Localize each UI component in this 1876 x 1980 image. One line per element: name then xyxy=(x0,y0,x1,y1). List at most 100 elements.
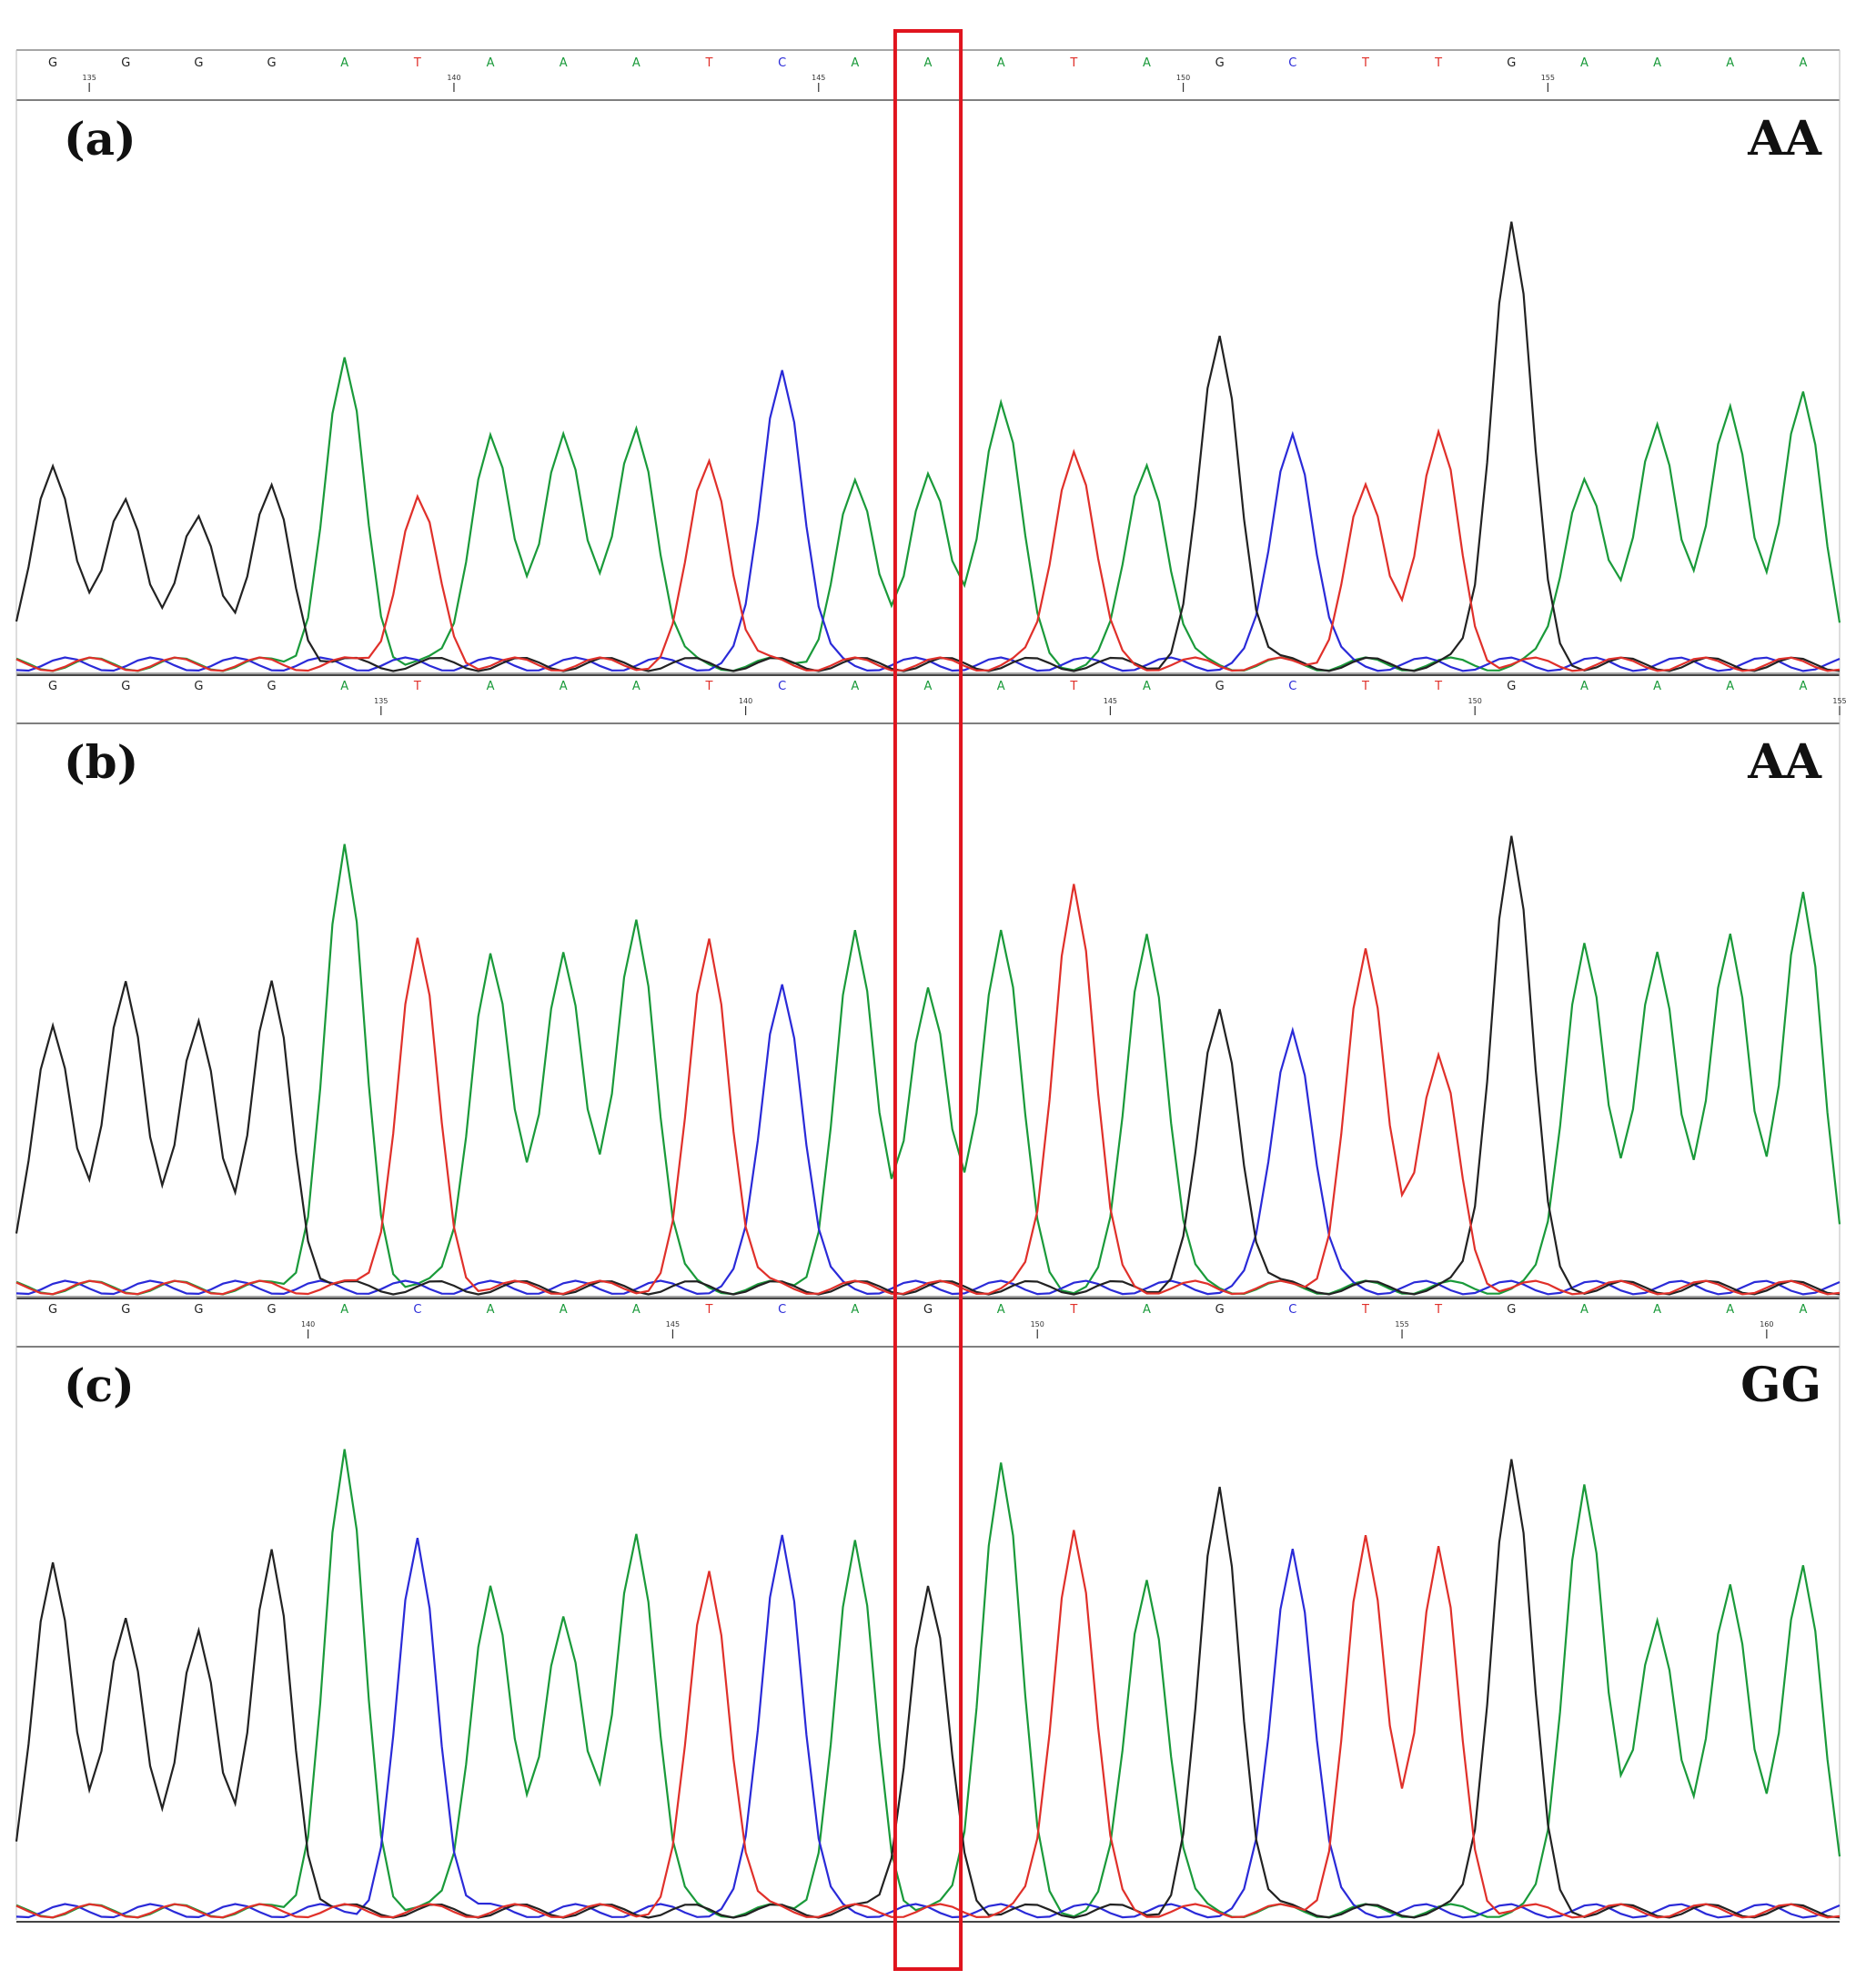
base-call: A xyxy=(1580,56,1589,70)
base-call: G xyxy=(194,680,203,693)
position-label: 150 xyxy=(1468,697,1482,705)
base-call: G xyxy=(48,56,57,70)
base-call: A xyxy=(1726,56,1734,70)
base-call: A xyxy=(1726,1303,1734,1317)
position-label: 155 xyxy=(1395,1320,1408,1328)
base-call: A xyxy=(1580,680,1589,693)
base-call: G xyxy=(48,1303,57,1317)
position-label: 155 xyxy=(1541,74,1555,82)
position-label: 150 xyxy=(1176,74,1190,82)
base-call: T xyxy=(705,680,713,693)
base-call: G xyxy=(121,680,130,693)
base-call: G xyxy=(1215,680,1225,693)
panel-label: (c) xyxy=(64,1359,135,1412)
base-call: T xyxy=(1361,1303,1369,1317)
base-call: A xyxy=(632,680,640,693)
base-call: G xyxy=(267,680,277,693)
position-label: 145 xyxy=(666,1320,680,1328)
base-call: A xyxy=(1653,1303,1661,1317)
base-call: A xyxy=(924,56,933,70)
base-call: T xyxy=(413,56,421,70)
base-call: G xyxy=(121,1303,130,1317)
base-call: T xyxy=(413,680,421,693)
base-call: C xyxy=(1288,56,1296,70)
base-call: T xyxy=(1434,680,1442,693)
trace-A xyxy=(15,357,1841,672)
base-call: A xyxy=(1726,680,1734,693)
base-call: A xyxy=(924,680,933,693)
panel-label: (b) xyxy=(64,735,138,789)
base-call: G xyxy=(923,1303,933,1317)
base-call: T xyxy=(1434,56,1442,70)
base-call: A xyxy=(851,1303,859,1317)
base-call: A xyxy=(1799,56,1807,70)
highlight-box xyxy=(893,29,963,1971)
base-call: C xyxy=(778,56,786,70)
base-call: G xyxy=(1507,1303,1516,1317)
trace-A xyxy=(15,844,1841,1296)
base-call: A xyxy=(1799,1303,1807,1317)
trace-T xyxy=(15,428,1841,672)
base-call: A xyxy=(997,680,1005,693)
base-call: A xyxy=(632,56,640,70)
base-call: T xyxy=(1361,680,1369,693)
base-call: C xyxy=(778,680,786,693)
position-label: 145 xyxy=(1104,697,1117,705)
base-call: C xyxy=(778,1303,786,1317)
base-call: A xyxy=(1143,56,1151,70)
base-call: A xyxy=(632,1303,640,1317)
base-call: G xyxy=(194,1303,203,1317)
base-call: A xyxy=(851,680,859,693)
base-call: G xyxy=(1507,680,1516,693)
trace-G xyxy=(15,835,1841,1296)
position-label: 135 xyxy=(374,697,388,705)
base-call: G xyxy=(1215,56,1225,70)
base-call: A xyxy=(340,680,348,693)
base-call: A xyxy=(487,56,495,70)
position-label: 140 xyxy=(447,74,460,82)
genotype-label: AA xyxy=(1747,734,1821,790)
base-call: A xyxy=(487,1303,495,1317)
trace-T xyxy=(15,884,1841,1296)
base-call: A xyxy=(487,680,495,693)
trace-T xyxy=(15,1530,1841,1919)
base-call: C xyxy=(413,1303,421,1317)
panel-label: (a) xyxy=(64,112,136,166)
base-call: G xyxy=(1507,56,1516,70)
base-call: A xyxy=(560,680,568,693)
base-call: G xyxy=(48,680,57,693)
base-call: A xyxy=(1799,680,1807,693)
position-label: 155 xyxy=(1832,697,1846,705)
position-label: 135 xyxy=(83,74,96,82)
position-label: 140 xyxy=(739,697,752,705)
base-call: G xyxy=(121,56,130,70)
base-call: A xyxy=(997,1303,1005,1317)
base-call: A xyxy=(1143,680,1151,693)
base-call: A xyxy=(997,56,1005,70)
position-label: 145 xyxy=(812,74,825,82)
position-label: 160 xyxy=(1760,1320,1773,1328)
base-call: A xyxy=(851,56,859,70)
base-call: A xyxy=(560,1303,568,1317)
base-call: T xyxy=(705,56,713,70)
genotype-label: AA xyxy=(1747,111,1821,167)
base-call: T xyxy=(1069,1303,1077,1317)
base-call: T xyxy=(1361,56,1369,70)
base-call: A xyxy=(560,56,568,70)
position-label: 140 xyxy=(301,1320,315,1328)
position-label: 150 xyxy=(1031,1320,1044,1328)
trace-G xyxy=(15,1459,1841,1919)
base-call: G xyxy=(267,56,277,70)
base-call: C xyxy=(1288,1303,1296,1317)
base-call: T xyxy=(1069,56,1077,70)
genotype-label: GG xyxy=(1740,1358,1821,1413)
base-call: T xyxy=(705,1303,713,1317)
base-call: G xyxy=(194,56,203,70)
base-call: A xyxy=(1653,680,1661,693)
base-call: C xyxy=(1288,680,1296,693)
base-call: A xyxy=(340,1303,348,1317)
